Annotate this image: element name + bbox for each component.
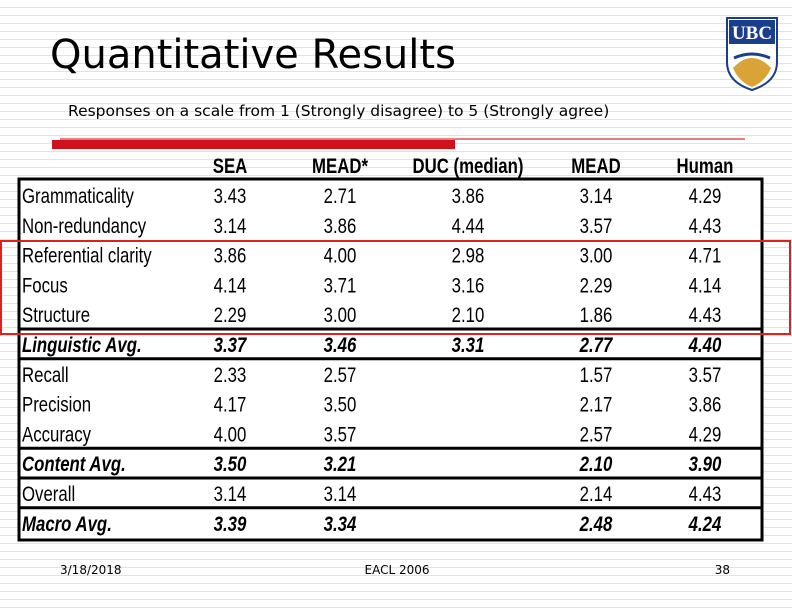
table-cell: 4.43	[689, 215, 722, 238]
table-cell: 3.00	[580, 245, 613, 268]
column-header: MEAD*	[312, 155, 368, 178]
table-cell: 3.57	[324, 424, 357, 447]
slide-title: Quantitative Results	[50, 32, 456, 78]
table-cell: 3.21	[324, 454, 357, 477]
table-cell: 3.46	[324, 334, 357, 357]
column-header: SEA	[213, 155, 248, 178]
table-cell: 4.14	[689, 275, 722, 298]
highlight-box	[0, 240, 791, 335]
table-cell: 3.86	[324, 215, 357, 238]
table-cell: 4.40	[688, 334, 722, 357]
footer-venue: EACL 2006	[365, 563, 430, 577]
row-label: Precision	[22, 394, 91, 417]
logo-text: UBC	[732, 23, 772, 44]
table-cell: 3.00	[324, 305, 357, 328]
table-cell: 4.29	[689, 424, 722, 447]
table-cell: 3.71	[324, 275, 357, 298]
row-label: Grammaticality	[22, 185, 134, 208]
table-cell: 4.71	[689, 245, 722, 268]
table-cell: 4.43	[689, 305, 722, 328]
table-cell: 4.29	[689, 185, 722, 208]
table-cell: 4.00	[324, 245, 357, 268]
row-label: Linguistic Avg.	[22, 334, 142, 357]
table-cell: 3.57	[580, 215, 613, 238]
row-label: Recall	[22, 364, 69, 387]
table-cell: 2.14	[580, 483, 613, 506]
table-cell: 3.14	[324, 483, 357, 506]
table-cell: 4.00	[214, 424, 247, 447]
table-cell: 2.48	[579, 513, 613, 536]
table-cell: 3.37	[214, 334, 248, 357]
row-label: Structure	[22, 305, 90, 328]
table-cell: 3.43	[214, 185, 247, 208]
table-cell: 3.31	[452, 334, 485, 357]
table-cell: 2.10	[579, 454, 613, 477]
table-cell: 2.33	[214, 364, 247, 387]
subtitle: Responses on a scale from 1 (Strongly di…	[68, 102, 609, 120]
table-cell: 4.44	[452, 215, 485, 238]
table-cell: 3.50	[324, 394, 357, 417]
table-cell: 2.29	[214, 305, 247, 328]
table-cell: 3.39	[214, 513, 247, 536]
table-cell: 1.86	[580, 305, 613, 328]
row-label: Overall	[22, 483, 75, 506]
table-cell: 3.90	[689, 454, 722, 477]
column-header: Human	[677, 155, 734, 178]
table-cell: 3.57	[689, 364, 722, 387]
table-cell: 2.57	[580, 424, 613, 447]
table-cell: 3.16	[452, 275, 485, 298]
table-cell: 3.14	[580, 185, 613, 208]
table-cell: 3.86	[452, 185, 485, 208]
table-cell: 2.10	[452, 305, 485, 328]
logo: UBC	[726, 17, 778, 92]
table-cell: 2.17	[580, 394, 613, 417]
results-table: Grammaticality 3.43 2.71 3.86 3.14 4.29 Non-re…	[17, 177, 764, 542]
table-cell: 2.71	[324, 185, 357, 208]
table-cell: 3.86	[214, 245, 247, 268]
footer-date: 3/18/2018	[60, 563, 122, 577]
table-cell: 4.17	[214, 394, 247, 417]
table-cell: 3.14	[214, 215, 247, 238]
column-header: DUC (median)	[413, 155, 524, 178]
table-cell: 3.50	[214, 454, 247, 477]
page-number: 38	[715, 563, 730, 577]
table-cell: 4.14	[214, 275, 247, 298]
table-cell: 4.24	[688, 513, 722, 536]
table-cell: 2.77	[579, 334, 614, 357]
table-cell: 3.34	[324, 513, 357, 536]
row-label: Content Avg.	[22, 454, 126, 477]
table-cell: 1.57	[580, 364, 613, 387]
table-cell: 2.29	[580, 275, 613, 298]
row-label: Accuracy	[22, 424, 91, 447]
accent-bar	[52, 140, 455, 149]
table-cell: 2.98	[452, 245, 485, 268]
row-label: Macro Avg.	[22, 513, 112, 536]
table-cell: 2.57	[324, 364, 357, 387]
row-label: Focus	[22, 275, 68, 298]
column-header: MEAD	[571, 155, 620, 178]
table-cell: 3.86	[689, 394, 722, 417]
row-label: Non-redundancy	[22, 215, 147, 238]
table-cell: 3.14	[214, 483, 247, 506]
row-label: Referential clarity	[22, 245, 152, 268]
table-cell: 4.43	[689, 483, 722, 506]
